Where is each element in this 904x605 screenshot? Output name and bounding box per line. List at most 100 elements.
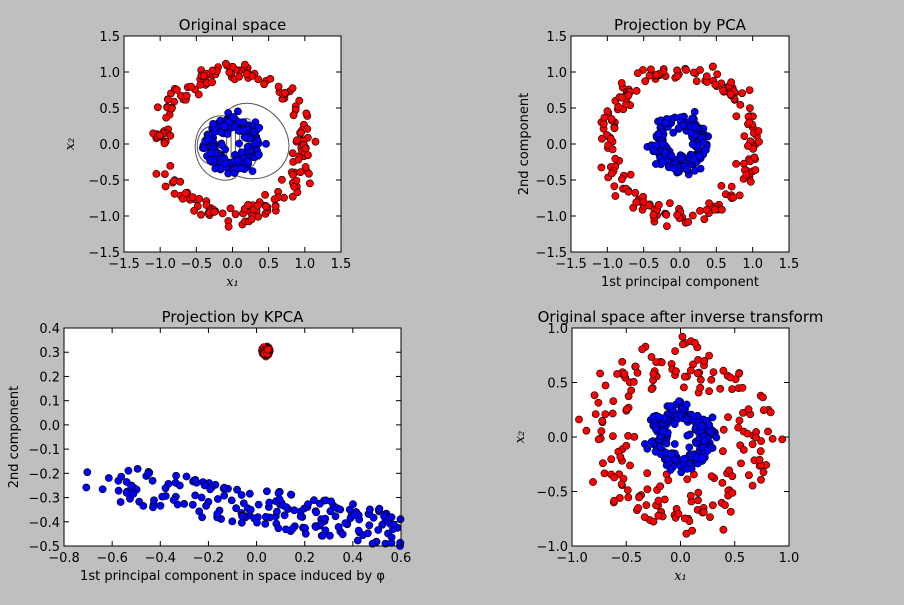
data-point [254, 150, 263, 159]
data-point [652, 425, 660, 433]
data-point [280, 511, 289, 520]
data-point [702, 205, 711, 214]
data-point [609, 432, 617, 440]
data-point [705, 387, 713, 396]
data-point [682, 400, 691, 409]
data-point [610, 124, 619, 133]
data-point [693, 369, 702, 378]
data-point [590, 391, 599, 400]
data-point [696, 66, 704, 74]
y-tick-label: 0.1 [39, 395, 60, 410]
data-point [691, 338, 699, 347]
data-point [721, 501, 729, 509]
y-axis-label: 2nd component [7, 386, 22, 488]
data-point [597, 163, 606, 172]
data-point [331, 512, 340, 521]
data-point [206, 148, 215, 157]
data-point [647, 65, 655, 74]
data-point [594, 435, 603, 444]
x-tick-label: −0.4 [144, 551, 176, 566]
data-point [220, 491, 229, 500]
data-point [740, 132, 749, 140]
data-point [149, 503, 157, 512]
data-point [180, 499, 189, 508]
data-point [707, 375, 716, 384]
data-point [228, 517, 237, 526]
data-point [600, 113, 609, 122]
data-point [700, 437, 709, 446]
data-point [239, 499, 248, 508]
data-point [227, 496, 236, 505]
data-point [719, 366, 728, 375]
data-point [674, 509, 683, 518]
x-tick-label: 0.0 [670, 257, 691, 272]
data-point [318, 531, 327, 540]
data-point [683, 464, 691, 473]
data-point [705, 351, 713, 360]
data-point [589, 478, 597, 486]
data-point [247, 215, 256, 224]
data-point [237, 148, 246, 157]
data-point [117, 472, 126, 481]
data-point [618, 175, 626, 184]
data-point [244, 200, 252, 209]
data-point [365, 521, 374, 530]
data-point [263, 345, 272, 354]
data-point [209, 120, 217, 128]
subplot-3: −0.8 −0.6 −0.4 −0.2 0.0 0.2 0.4 0.6 0.4 0.3 0.2 0.1… [7, 308, 411, 584]
x-tick-label: 0.5 [724, 551, 745, 566]
y-tick-label: −1.0 [535, 210, 567, 225]
data-point [719, 525, 728, 534]
x-axis-label: x₁ [226, 275, 239, 290]
data-point [301, 529, 310, 538]
data-point [754, 127, 763, 135]
data-point [768, 434, 777, 443]
data-point [649, 517, 658, 526]
data-point [735, 369, 743, 378]
x-tick-label: −0.5 [610, 551, 642, 566]
data-point [608, 409, 617, 418]
x-tick-label: −0.2 [193, 551, 225, 566]
data-point [750, 153, 759, 162]
data-point [156, 501, 165, 510]
data-point [638, 345, 647, 354]
data-point [649, 211, 658, 219]
data-point [224, 222, 233, 231]
data-point [606, 134, 615, 143]
y-tick-label: −0.3 [28, 492, 60, 507]
data-point [652, 160, 660, 168]
series-blue [198, 107, 270, 178]
data-point [325, 531, 334, 540]
data-point [757, 475, 765, 484]
x-tick-label: 0.6 [391, 551, 412, 566]
data-point [599, 459, 607, 468]
data-point [678, 332, 687, 341]
data-point [191, 491, 200, 500]
data-point [673, 211, 682, 219]
data-point [652, 358, 661, 366]
y-tick-label: 0.2 [39, 370, 60, 385]
data-point [613, 370, 621, 378]
data-point [253, 201, 262, 210]
data-point [745, 118, 754, 127]
chart-title: Projection by KPCA [162, 308, 304, 326]
x-tick-label: −1.0 [144, 257, 176, 272]
chart-title: Original space [179, 16, 286, 34]
data-point [735, 416, 744, 425]
data-point [685, 443, 694, 452]
data-point [235, 72, 243, 81]
data-point [239, 126, 248, 135]
data-point [719, 86, 727, 95]
data-point [271, 202, 280, 211]
data-point [275, 495, 284, 504]
data-point [182, 91, 191, 100]
data-point [705, 199, 713, 208]
data-point [708, 501, 717, 510]
data-point [728, 488, 737, 497]
x-tick-label: 1.0 [779, 551, 800, 566]
y-tick-label: 1.0 [547, 322, 568, 337]
data-point [711, 205, 719, 214]
data-point [127, 482, 136, 490]
x-tick-label: −0.8 [48, 551, 80, 566]
data-point [396, 538, 405, 547]
